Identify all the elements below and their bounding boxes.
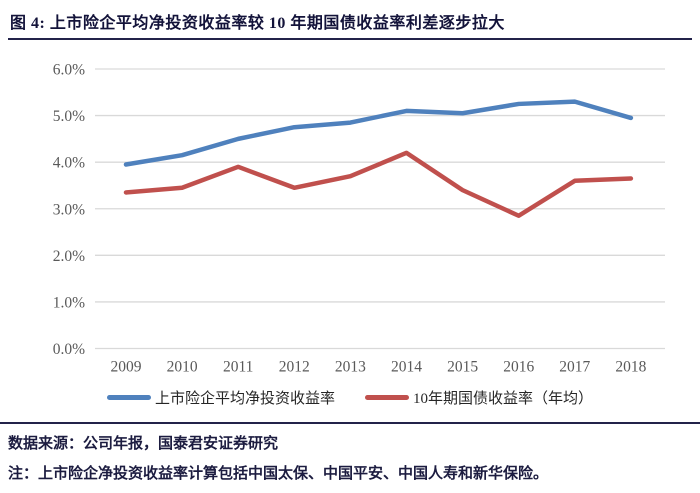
y-axis-tick-label: 2.0%: [53, 248, 85, 265]
series-line-1: [123, 150, 634, 218]
x-axis-tick-label: 2017: [559, 359, 590, 376]
legend-swatch-blue-line: [106, 395, 151, 400]
legend-label-bond-yield: 10年期国债收益率（年均）: [413, 391, 594, 407]
y-axis-tick-label: 0.0%: [53, 341, 85, 358]
chart-legend: 上市险企平均净投资收益率 10年期国债收益率（年均）: [0, 387, 700, 408]
y-axis-tick-label: 5.0%: [53, 108, 85, 125]
legend-item-bond-yield: 10年期国债收益率（年均）: [365, 387, 593, 408]
y-axis-tick-label: 3.0%: [53, 201, 85, 218]
chart-canvas: 0.0% 1.0% 2.0% 3.0% 4.0% 5.0% 6.0% 2009 2010 2011…: [53, 62, 665, 376]
x-axis-tick-label: 2015: [447, 359, 478, 376]
line-chart: 0.0% 1.0% 2.0% 3.0% 4.0% 5.0% 6.0% 2009 2010 2011…: [0, 55, 700, 385]
x-axis-tick-label: 2016: [503, 359, 534, 376]
title-underline: [8, 38, 692, 40]
y-axis-tick-label: 6.0%: [53, 62, 85, 79]
note-line: 注：上市险企净投资收益率计算包括中国太保、中国平安、中国人寿和新华保险。: [8, 466, 549, 482]
y-axis-tick-label: 4.0%: [53, 155, 85, 172]
x-axis-tick-label: 2014: [391, 359, 422, 376]
x-axis-tick-label: 2011: [223, 359, 253, 376]
data-source-line: 数据来源：公司年报，国泰君安证券研究: [8, 436, 279, 452]
y-axis-tick-label: 1.0%: [53, 294, 85, 311]
x-axis-tick-label: 2012: [279, 359, 310, 376]
legend-label-net-investment-yield: 上市险企平均净投资收益率: [154, 391, 335, 407]
footer-divider: [0, 422, 700, 424]
series-line-0: [123, 99, 634, 167]
x-axis-tick-label: 2009: [111, 359, 142, 376]
x-axis-tick-label: 2018: [615, 359, 646, 376]
x-axis-tick-label: 2010: [167, 359, 198, 376]
x-axis-tick-label: 2013: [335, 359, 366, 376]
legend-item-net-investment-yield: 上市险企平均净投资收益率: [106, 387, 335, 408]
figure-title: 图 4: 上市险企平均净投资收益率较 10 年期国债收益率利差逐步拉大: [10, 15, 505, 32]
legend-swatch-red-line: [365, 395, 409, 400]
